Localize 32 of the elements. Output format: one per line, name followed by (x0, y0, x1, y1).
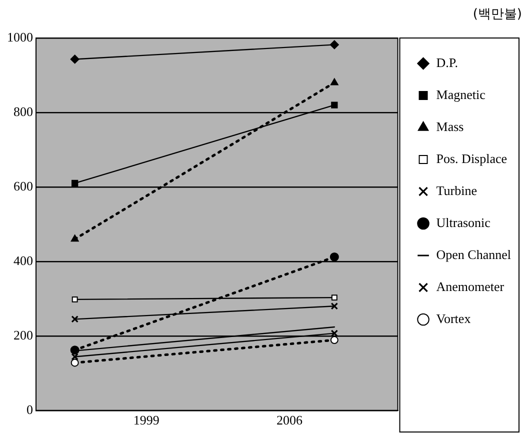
point (71, 316, 78, 323)
legend-label: Open Channel (436, 246, 512, 262)
point (70, 358, 79, 367)
legend-label: Magnetic (436, 86, 486, 102)
point (330, 330, 338, 337)
y-tick-label: 600 (14, 178, 33, 194)
x-tick-label: 2006 (276, 412, 303, 428)
legend-label: D.P. (436, 54, 458, 70)
y-tick-label: 200 (14, 327, 33, 342)
legend-label: Ultrasonic (436, 214, 491, 230)
y-tick-label: 0 (26, 402, 33, 417)
point (331, 102, 338, 108)
legend-label: Turbine (436, 182, 478, 198)
legend-label: Anemometer (436, 278, 505, 294)
point (330, 336, 338, 344)
point (330, 40, 339, 50)
point (330, 252, 339, 262)
y-tick-label: 800 (14, 104, 33, 119)
x-tick-label: 1999 (133, 412, 160, 428)
text: (백만불) (472, 6, 522, 22)
y-tick-label: 400 (14, 252, 33, 268)
point (72, 296, 78, 302)
point (330, 302, 338, 310)
point (331, 294, 338, 301)
point (70, 346, 80, 355)
legend-label: Pos. Displace (436, 150, 508, 166)
legend-label: Vortex (436, 310, 472, 326)
point (70, 54, 80, 64)
legend-label: Mass (436, 118, 464, 134)
point (72, 180, 78, 187)
y-tick-label: 1000 (7, 29, 33, 44)
point (71, 353, 78, 360)
